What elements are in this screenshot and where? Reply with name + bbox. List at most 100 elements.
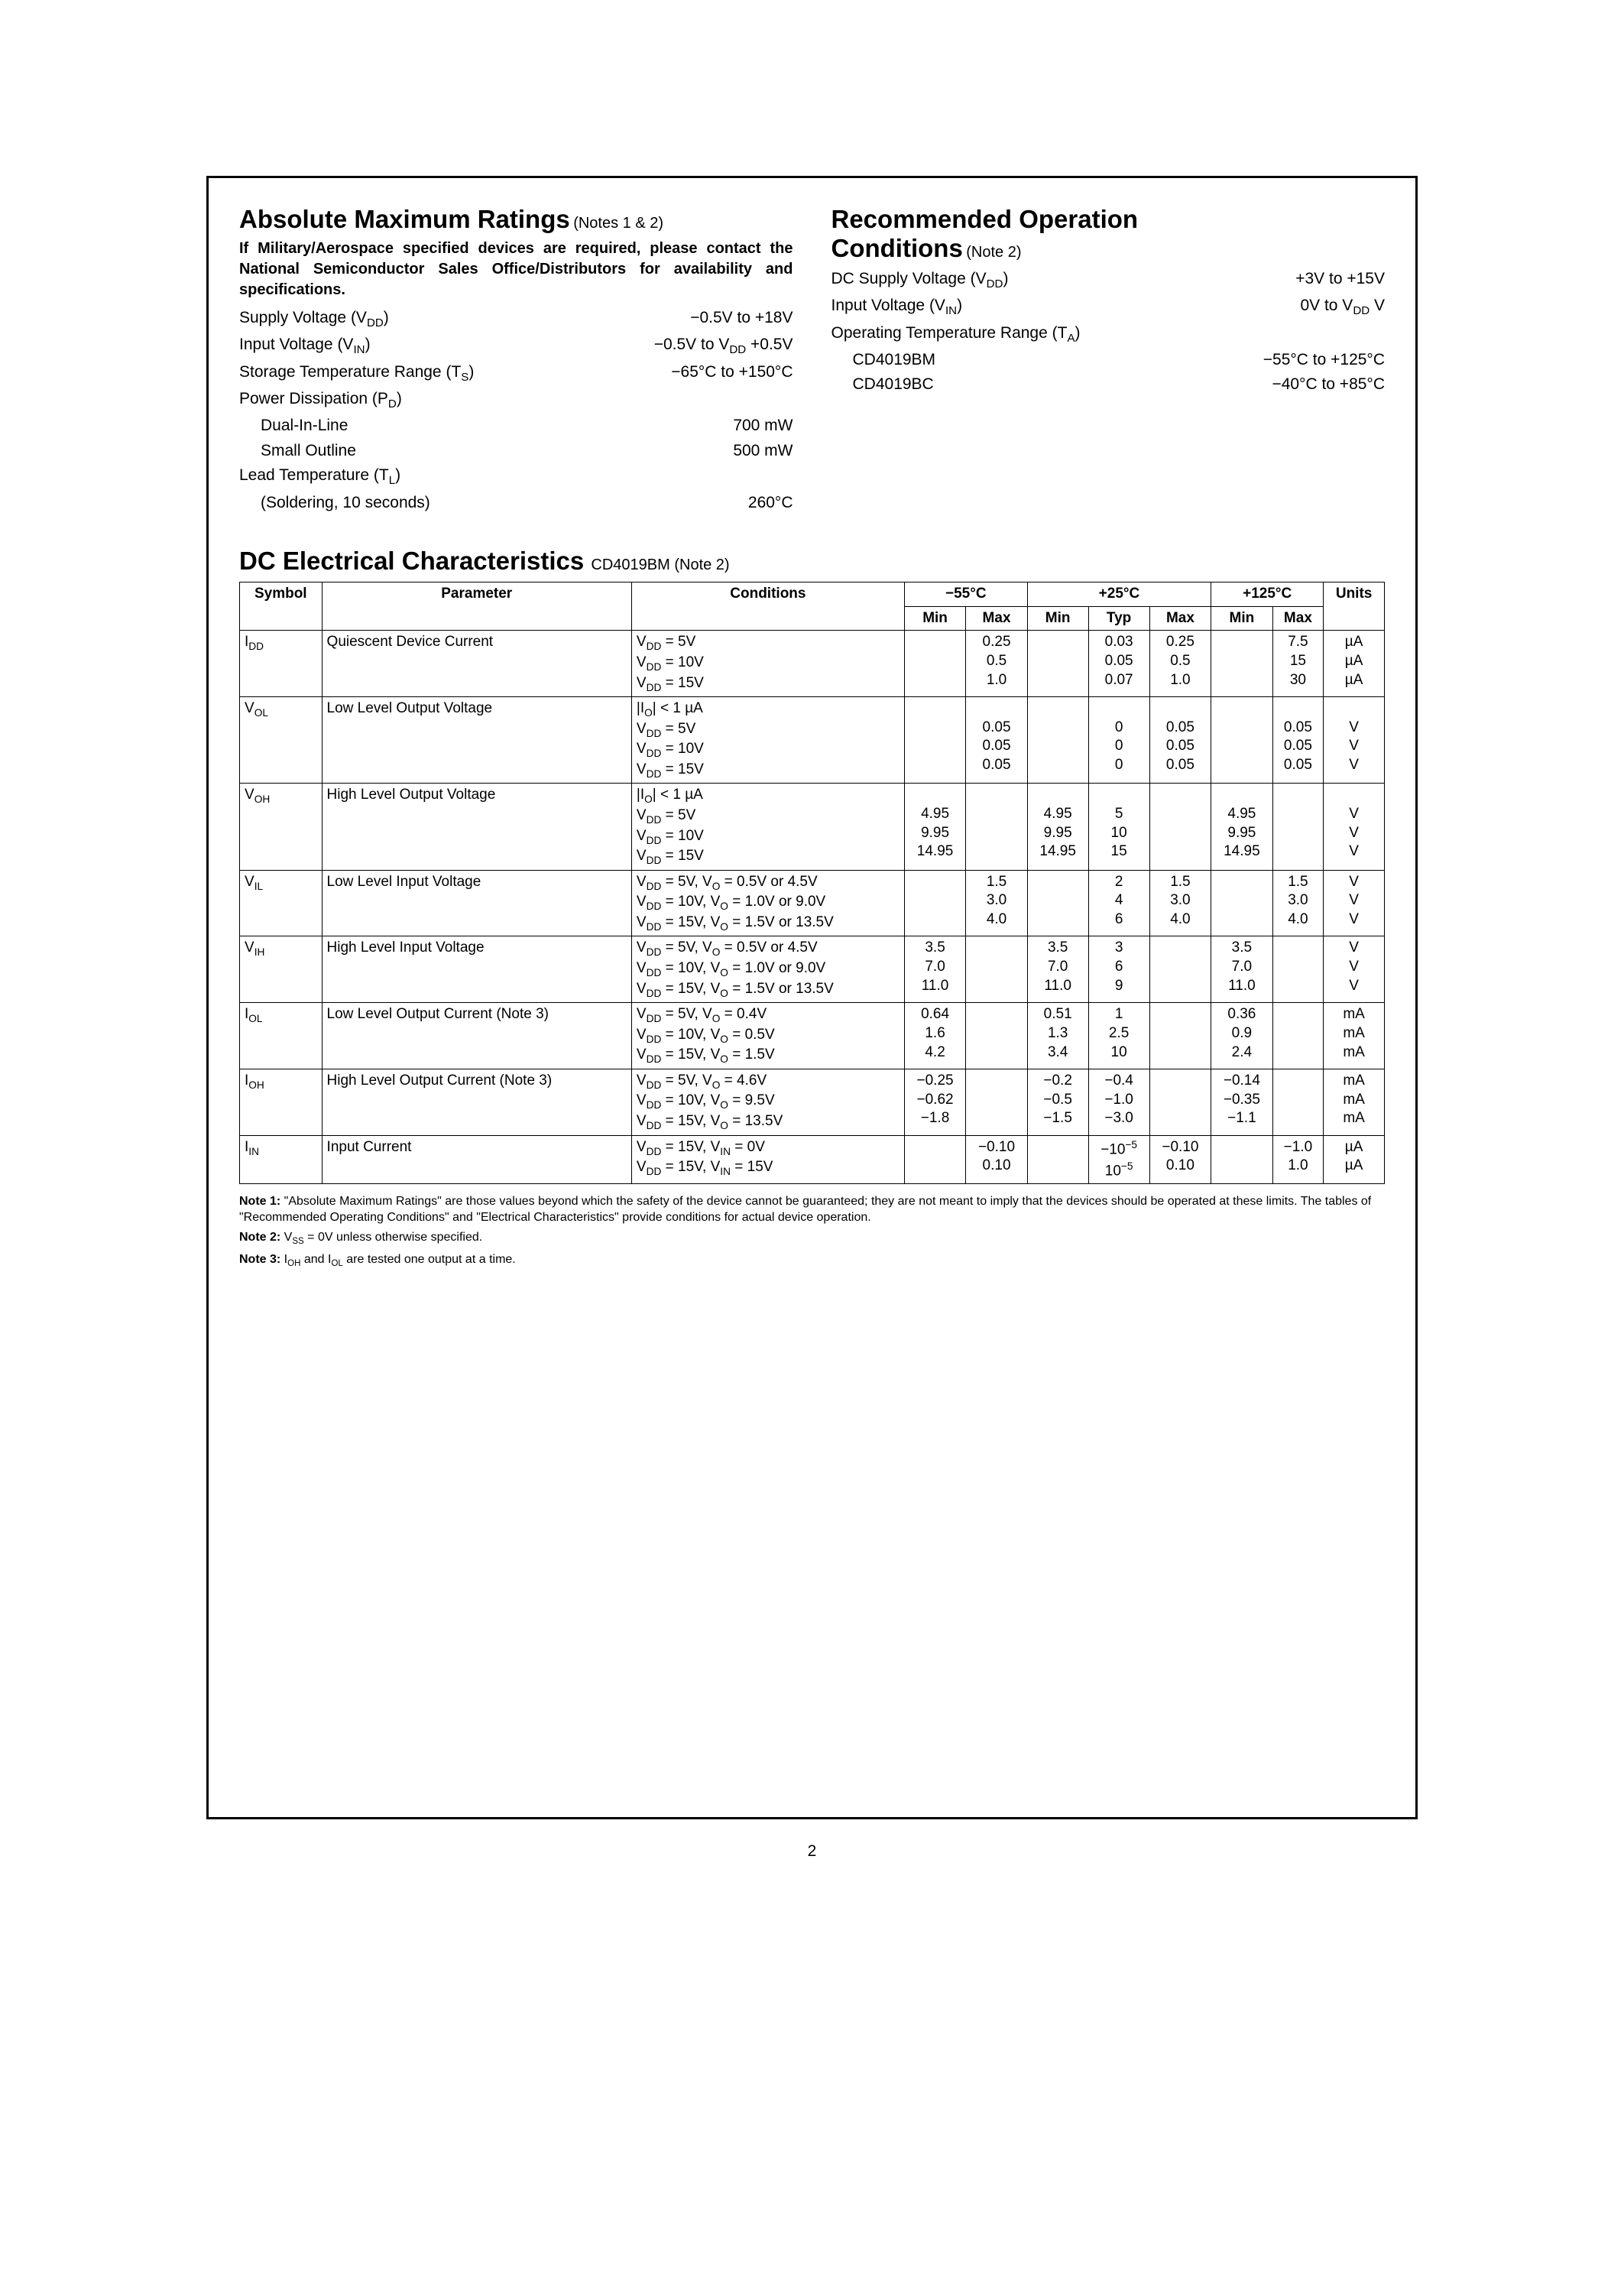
note-3: Note 3: IOH and IOL are tested one outpu…: [239, 1251, 1385, 1270]
cell-parameter: Low Level Output Current (Note 3): [322, 1003, 631, 1069]
spec-row: Input Voltage (VIN) −0.5V to VDD +0.5V: [239, 333, 793, 358]
cell-25-min: [1027, 870, 1088, 936]
cell-125-max: 7.51530: [1272, 631, 1324, 697]
spec-row: CD4019BM−55°C to +125°C: [831, 349, 1386, 371]
spec-label: Supply Voltage (VDD): [239, 307, 389, 331]
cell-25-min: [1027, 697, 1088, 784]
rec-op-heading-1: Recommended Operation: [831, 205, 1386, 234]
cell-125-min: −0.14−0.35−1.1: [1211, 1069, 1272, 1135]
cell-conditions: |IO| < 1 µAVDD = 5VVDD = 10VVDD = 15V: [631, 784, 904, 870]
spec-row: Power Dissipation (PD): [239, 388, 793, 412]
cell-parameter: High Level Input Voltage: [322, 936, 631, 1003]
spec-label: Power Dissipation (PD): [239, 388, 402, 412]
cell-25-typ: 000: [1088, 697, 1149, 784]
rec-op-section: Recommended Operation Conditions (Note 2…: [831, 205, 1386, 516]
table-row: VIHHigh Level Input VoltageVDD = 5V, VO …: [240, 936, 1385, 1003]
cell-conditions: VDD = 5VVDD = 10VVDD = 15V: [631, 631, 904, 697]
dc-sub: CD4019BM (Note 2): [591, 557, 729, 573]
cell-25-typ: 369: [1088, 936, 1149, 1003]
cell-n55-min: 4.959.9514.95: [904, 784, 965, 870]
col-units: Units: [1324, 582, 1385, 630]
cell-125-min: [1211, 870, 1272, 936]
top-sections: Absolute Maximum Ratings (Notes 1 & 2) I…: [239, 205, 1385, 516]
col-125-max: Max: [1272, 606, 1324, 631]
cell-n55-max: 0.050.050.05: [966, 697, 1027, 784]
cell-units: mAmAmA: [1324, 1003, 1385, 1069]
cell-25-max: 1.53.04.0: [1149, 870, 1211, 936]
col-25-max: Max: [1149, 606, 1211, 631]
cell-25-typ: −10−510−5: [1088, 1135, 1149, 1183]
cell-n55-max: 1.53.04.0: [966, 870, 1027, 936]
table-row: IINInput CurrentVDD = 15V, VIN = 0VVDD =…: [240, 1135, 1385, 1183]
cell-parameter: Input Current: [322, 1135, 631, 1183]
spec-value: −40°C to +85°C: [1272, 373, 1385, 395]
cell-125-max: [1272, 1069, 1324, 1135]
cell-125-min: 0.360.92.4: [1211, 1003, 1272, 1069]
spec-label: Input Voltage (VIN): [831, 294, 963, 319]
cell-units: VVV: [1324, 784, 1385, 870]
dc-table-body: IDDQuiescent Device CurrentVDD = 5VVDD =…: [240, 631, 1385, 1183]
spec-label: Input Voltage (VIN): [239, 333, 371, 358]
cell-symbol: IOH: [240, 1069, 323, 1135]
cell-n55-max: −0.100.10: [966, 1135, 1027, 1183]
rec-op-heading-row: Recommended Operation Conditions (Note 2…: [831, 205, 1386, 263]
cell-symbol: VOH: [240, 784, 323, 870]
spec-row: DC Supply Voltage (VDD)+3V to +15V: [831, 268, 1386, 292]
cell-n55-min: [904, 870, 965, 936]
cell-25-min: 4.959.9514.95: [1027, 784, 1088, 870]
col-125: +125°C: [1211, 582, 1324, 606]
dc-heading-row: DC Electrical Characteristics CD4019BM (…: [239, 547, 1385, 576]
col-neg55: −55°C: [904, 582, 1027, 606]
cell-conditions: VDD = 5V, VO = 0.5V or 4.5VVDD = 10V, VO…: [631, 870, 904, 936]
cell-conditions: VDD = 5V, VO = 4.6VVDD = 10V, VO = 9.5VV…: [631, 1069, 904, 1135]
cell-25-max: [1149, 784, 1211, 870]
cell-units: VVV: [1324, 936, 1385, 1003]
cell-125-max: [1272, 1003, 1324, 1069]
dc-heading: DC Electrical Characteristics: [239, 547, 584, 575]
spec-row: Dual-In-Line700 mW: [239, 414, 793, 436]
cell-25-typ: −0.4−1.0−3.0: [1088, 1069, 1149, 1135]
abs-max-heading: Absolute Maximum Ratings: [239, 205, 570, 233]
cell-conditions: VDD = 5V, VO = 0.5V or 4.5VVDD = 10V, VO…: [631, 936, 904, 1003]
col-25-min: Min: [1027, 606, 1088, 631]
dc-table-head: Symbol Parameter Conditions −55°C +25°C …: [240, 582, 1385, 630]
cell-units: µAµAµA: [1324, 631, 1385, 697]
col-symbol: Symbol: [240, 582, 323, 630]
cell-symbol: VIL: [240, 870, 323, 936]
cell-125-max: 0.050.050.05: [1272, 697, 1324, 784]
cell-units: VVV: [1324, 870, 1385, 936]
page-number: 2: [0, 1842, 1624, 1861]
spec-value: 700 mW: [733, 414, 793, 436]
spec-label: Small Outline: [261, 440, 356, 462]
spec-value: 260°C: [748, 492, 793, 514]
spec-row: Small Outline 500 mW: [239, 440, 793, 462]
abs-max-list: Supply Voltage (VDD)−0.5V to +18VInput V…: [239, 307, 793, 514]
col-25-typ: Typ: [1088, 606, 1149, 631]
spec-row: Input Voltage (VIN)0V to VDD V: [831, 294, 1386, 319]
cell-25-max: 0.250.51.0: [1149, 631, 1211, 697]
spec-value: −0.5V to VDD +0.5V: [654, 333, 793, 358]
cell-n55-min: [904, 631, 965, 697]
cell-25-max: −0.100.10: [1149, 1135, 1211, 1183]
cell-conditions: VDD = 5V, VO = 0.4VVDD = 10V, VO = 0.5VV…: [631, 1003, 904, 1069]
spec-row: Lead Temperature (TL): [239, 464, 793, 488]
cell-parameter: Quiescent Device Current: [322, 631, 631, 697]
spec-value: 500 mW: [733, 440, 793, 462]
spec-value: −0.5V to +18V: [690, 307, 793, 331]
cell-25-max: [1149, 1069, 1211, 1135]
footnotes: Note 1: "Absolute Maximum Ratings" are t…: [239, 1193, 1385, 1270]
spec-row: CD4019BC−40°C to +85°C: [831, 373, 1386, 395]
cell-n55-min: [904, 1135, 965, 1183]
cell-25-typ: 12.510: [1088, 1003, 1149, 1069]
cell-n55-min: −0.25−0.62−1.8: [904, 1069, 965, 1135]
cell-symbol: VOL: [240, 697, 323, 784]
military-aerospace-note: If Military/Aerospace specified devices …: [239, 239, 793, 300]
cell-125-max: −1.01.0: [1272, 1135, 1324, 1183]
cell-n55-max: [966, 1003, 1027, 1069]
col-conditions: Conditions: [631, 582, 904, 630]
spec-row: (Soldering, 10 seconds)260°C: [239, 492, 793, 514]
cell-symbol: IDD: [240, 631, 323, 697]
cell-125-min: [1211, 697, 1272, 784]
spec-row: Storage Temperature Range (TS)−65°C to +…: [239, 361, 793, 385]
cell-units: mAmAmA: [1324, 1069, 1385, 1135]
